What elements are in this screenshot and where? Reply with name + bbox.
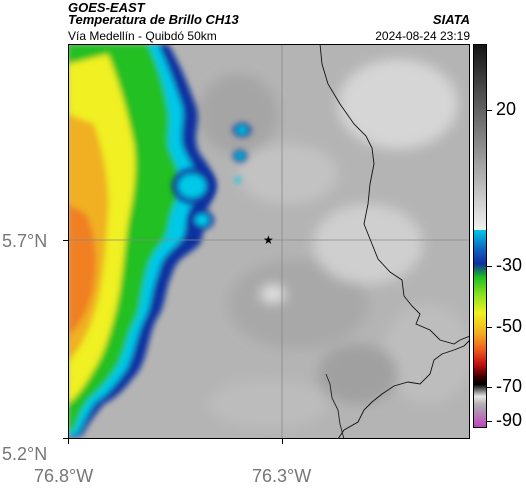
isolated-cells: [172, 123, 251, 230]
colorbar-color-segment: [473, 230, 487, 428]
cbar-tick-m50: [487, 327, 492, 328]
colorbar-label-20: 20: [496, 99, 517, 119]
x-tick-left: [68, 439, 69, 444]
datetime-label: 2024-08-24 23:19: [375, 29, 470, 43]
cbar-tick-20: [487, 110, 492, 111]
cbar-tick-m90: [487, 421, 492, 422]
satellite-source: GOES-EAST: [68, 0, 145, 15]
colorbar-label-m30: -30: [496, 255, 523, 275]
organization-label: SIATA: [432, 12, 470, 27]
y-axis-label-mid: 5.7°N: [2, 231, 48, 251]
colorbar-label-m90: -90: [496, 410, 523, 430]
cbar-tick-m30: [487, 266, 492, 267]
y-tick-mid: [63, 240, 68, 241]
y-axis-label-bottom: 5.2°N: [2, 444, 48, 464]
y-tick-bottom: [63, 438, 68, 439]
colorbar-label-m50: -50: [496, 316, 523, 336]
river-line: [325, 373, 345, 439]
x-axis-label-west: 76.8°W: [34, 466, 94, 486]
colorbar-label-m70: -70: [496, 376, 523, 396]
product-title: Temperatura de Brillo CH13: [68, 12, 239, 27]
x-tick-mid: [282, 439, 283, 444]
department-border: [319, 44, 470, 439]
cloud-texture: [198, 59, 470, 429]
colorbar-gray-segment: [473, 44, 487, 230]
satellite-map[interactable]: ★: [68, 44, 470, 439]
route-label: Vía Medellín - Quibdó 50km: [68, 29, 217, 43]
temperature-colorbar: [473, 44, 487, 428]
cbar-tick-m70: [487, 387, 492, 388]
x-axis-label-east: 76.3°W: [252, 466, 312, 486]
map-frame: [68, 44, 470, 439]
location-marker-icon: ★: [263, 233, 274, 247]
